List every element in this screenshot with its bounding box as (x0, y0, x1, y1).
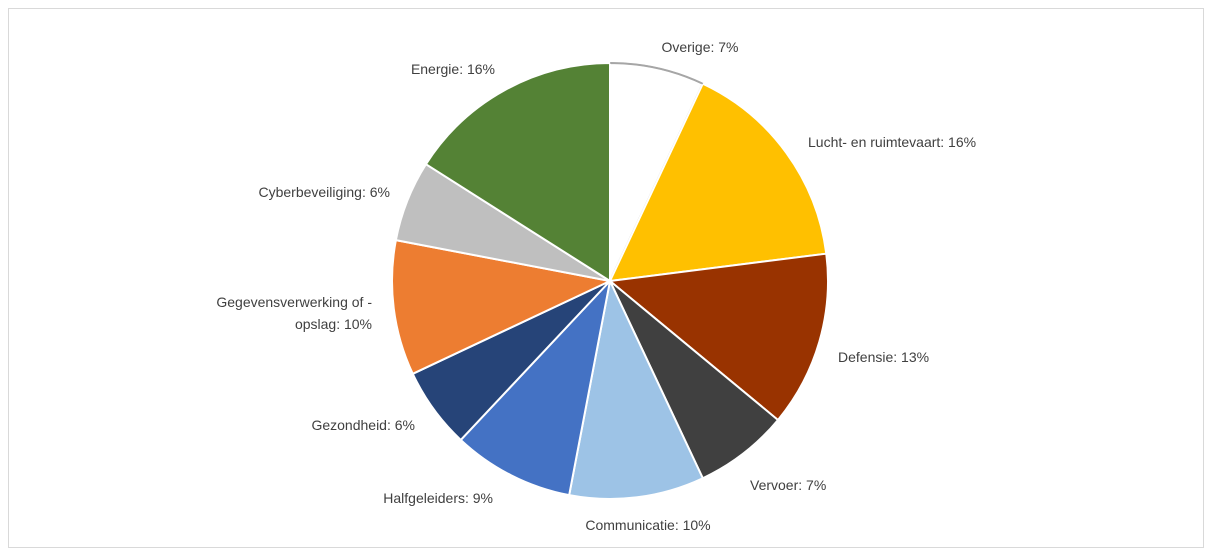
pie-slice (391, 239, 611, 375)
slice-label: Gezondheid: 6% (311, 417, 415, 433)
slice-label: Overige: 7% (661, 39, 738, 55)
pie-slice (609, 82, 828, 282)
pie-slice (424, 62, 611, 282)
slice-label: Gegevensverwerking of -opslag: 10% (216, 294, 372, 332)
pie-slice (459, 280, 611, 497)
pie-slice (609, 252, 829, 421)
pie-slice-outline (609, 62, 704, 85)
pie-labels: Overige: 7% Lucht- en ruimtevaart: 16% Def… (216, 39, 976, 533)
slice-label: Energie: 16% (411, 61, 495, 77)
slice-label: Lucht- en ruimtevaart: 16% (808, 134, 976, 150)
slice-label: Cyberbeveiliging: 6% (258, 184, 390, 200)
pie-slice (568, 280, 704, 500)
pie-slices (391, 62, 829, 500)
slice-label: Communicatie: 10% (585, 517, 710, 533)
slice-label: Vervoer: 7% (750, 477, 826, 493)
slice-label: Halfgeleiders: 9% (383, 490, 493, 506)
slice-label: Defensie: 13% (838, 349, 929, 365)
